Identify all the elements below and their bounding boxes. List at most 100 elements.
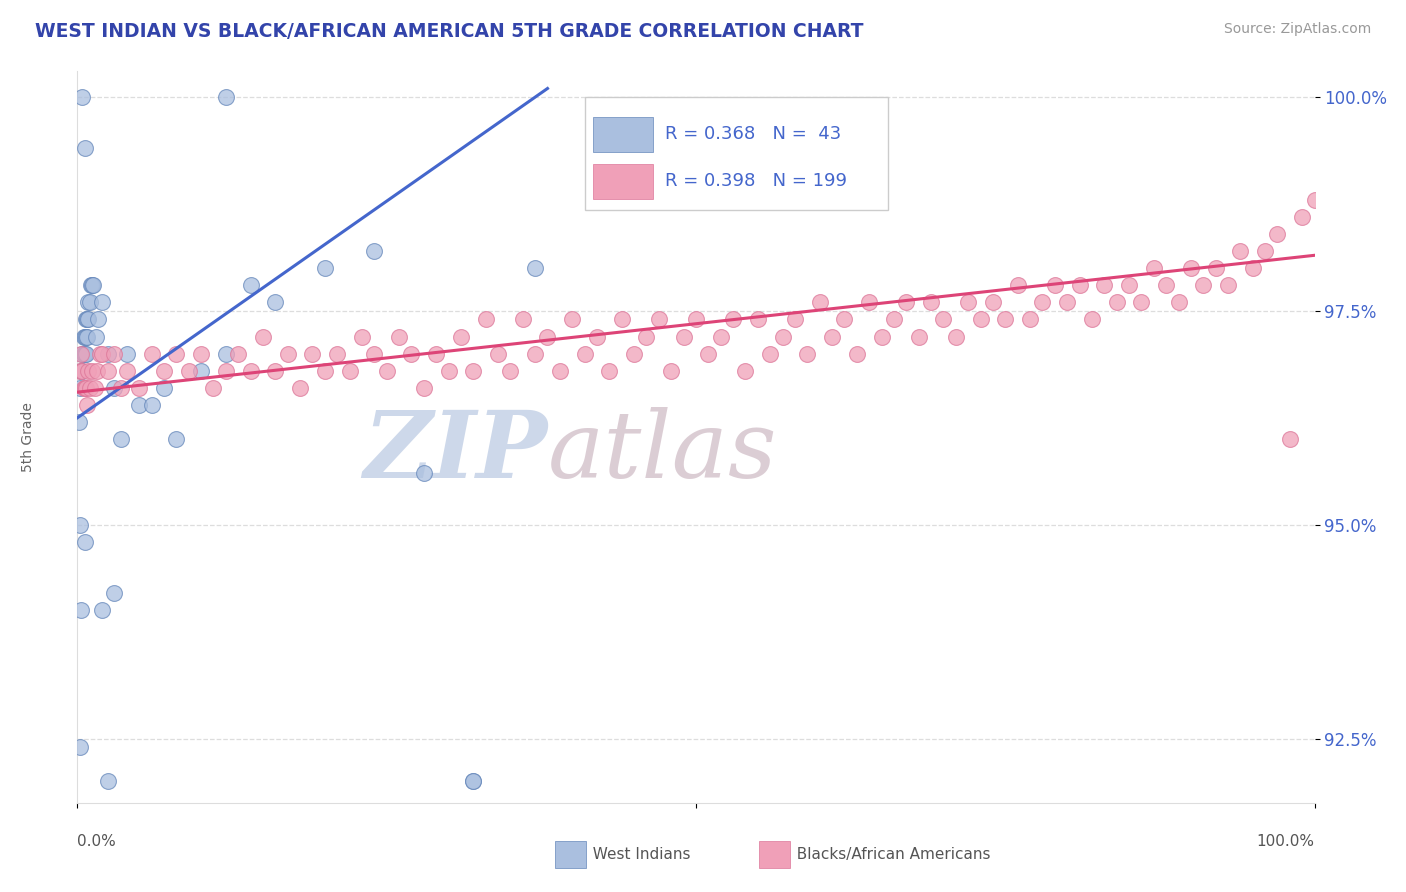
Point xyxy=(610,312,633,326)
Point xyxy=(202,381,225,395)
Point xyxy=(326,346,349,360)
Point xyxy=(72,381,94,395)
Point xyxy=(945,329,967,343)
Point xyxy=(190,346,212,360)
Point xyxy=(363,244,385,258)
Point xyxy=(659,364,682,378)
Point xyxy=(808,295,831,310)
Point xyxy=(350,329,373,343)
Text: 0.0%: 0.0% xyxy=(77,834,117,849)
Point xyxy=(86,364,108,378)
Point xyxy=(141,346,163,360)
Point xyxy=(672,329,695,343)
FancyBboxPatch shape xyxy=(593,164,652,200)
Point xyxy=(76,398,98,412)
Point xyxy=(821,329,844,343)
Point xyxy=(70,364,93,378)
Point xyxy=(536,329,558,343)
Point xyxy=(499,364,522,378)
Point xyxy=(75,312,97,326)
Point xyxy=(82,364,104,378)
Point xyxy=(697,346,720,360)
Point xyxy=(75,346,97,360)
Point xyxy=(845,346,868,360)
Point xyxy=(834,312,856,326)
Point xyxy=(598,364,620,378)
Point xyxy=(89,346,111,360)
Point xyxy=(76,312,98,326)
Point xyxy=(561,312,583,326)
Point xyxy=(153,381,176,395)
Point xyxy=(747,312,769,326)
Point xyxy=(574,346,596,360)
Point xyxy=(73,329,96,343)
Point xyxy=(907,329,929,343)
Point xyxy=(252,329,274,343)
Point xyxy=(623,346,645,360)
Point xyxy=(314,364,336,378)
Point xyxy=(79,295,101,310)
Point xyxy=(301,346,323,360)
Point xyxy=(1019,312,1042,326)
Point xyxy=(239,278,262,293)
Point xyxy=(1143,261,1166,276)
Point xyxy=(648,312,671,326)
Point xyxy=(1069,278,1091,293)
Point xyxy=(73,346,96,360)
Point xyxy=(97,774,120,789)
Point xyxy=(1167,295,1189,310)
Point xyxy=(548,364,571,378)
Point xyxy=(103,586,125,600)
Point xyxy=(91,295,114,310)
Point xyxy=(73,534,96,549)
Point xyxy=(264,295,287,310)
Point xyxy=(437,364,460,378)
Point xyxy=(226,346,249,360)
Point xyxy=(636,329,658,343)
Point xyxy=(82,278,104,293)
Point xyxy=(79,381,101,395)
Point xyxy=(84,329,107,343)
Point xyxy=(425,346,447,360)
Point xyxy=(72,346,94,360)
Point xyxy=(91,346,114,360)
Point xyxy=(981,295,1004,310)
Point xyxy=(1081,312,1104,326)
Point xyxy=(1118,278,1140,293)
Point xyxy=(75,329,97,343)
Point xyxy=(69,364,91,378)
Point xyxy=(1056,295,1078,310)
Point xyxy=(1105,295,1128,310)
Point xyxy=(463,774,485,789)
Point xyxy=(91,603,114,617)
Point xyxy=(215,346,238,360)
Point xyxy=(141,398,163,412)
Point xyxy=(264,364,287,378)
Point xyxy=(110,432,132,446)
Text: ZIP: ZIP xyxy=(363,407,547,497)
Point xyxy=(685,312,707,326)
Text: R = 0.368   N =  43: R = 0.368 N = 43 xyxy=(665,125,841,143)
Point xyxy=(969,312,991,326)
Text: 100.0%: 100.0% xyxy=(1257,834,1315,849)
Point xyxy=(1216,278,1239,293)
Point xyxy=(77,312,100,326)
Point xyxy=(1180,261,1202,276)
Point xyxy=(215,364,238,378)
Point xyxy=(1043,278,1066,293)
Point xyxy=(1229,244,1251,258)
Point xyxy=(1254,244,1277,258)
Text: 5th Grade: 5th Grade xyxy=(21,402,35,472)
Point xyxy=(239,364,262,378)
Point xyxy=(73,141,96,155)
Point xyxy=(69,517,91,532)
Point xyxy=(412,467,434,481)
Point xyxy=(363,346,385,360)
Point xyxy=(1031,295,1053,310)
Point xyxy=(215,90,238,104)
Point xyxy=(339,364,361,378)
Point xyxy=(128,381,150,395)
Point xyxy=(586,329,609,343)
Point xyxy=(1205,261,1227,276)
Point xyxy=(512,312,534,326)
